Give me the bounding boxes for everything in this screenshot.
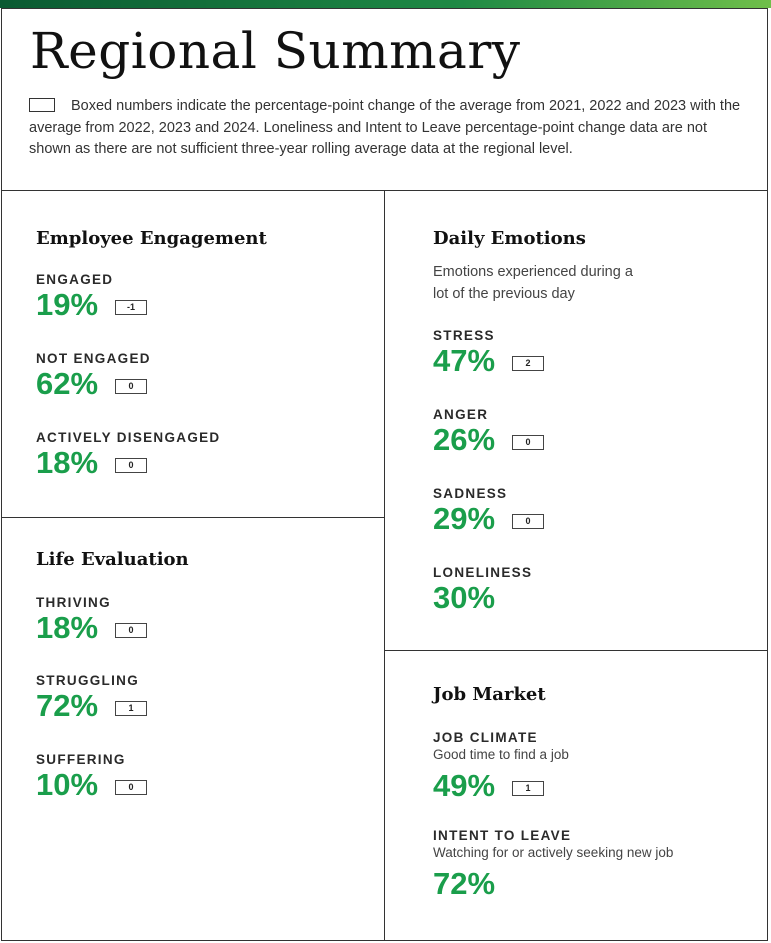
metric-actively-disengaged: ACTIVELY DISENGAGED 18% 0 (36, 430, 221, 481)
life-evaluation-section: Life Evaluation THRIVING 18% 0 STRUGGLING… (36, 549, 189, 802)
metric-intent-to-leave: INTENT TO LEAVE Watching for or actively… (433, 828, 673, 902)
metric-suffering: SUFFERING 10% 0 (36, 752, 148, 803)
metric-value: 18% (36, 610, 99, 645)
metric-label: ANGER (433, 407, 489, 422)
top-accent-bar (0, 0, 771, 8)
metric-value: 30% (433, 580, 496, 615)
section-title: Employee Engagement (36, 228, 267, 249)
metric-value: 72% (36, 688, 99, 723)
metric-struggling: STRUGGLING 72% 1 (36, 673, 148, 724)
right-section-divider (384, 650, 768, 651)
change-badge: 0 (115, 378, 148, 394)
metric-label: JOB CLIMATE (433, 730, 538, 745)
employee-engagement-section: Employee Engagement ENGAGED 19% -1 NOT EN… (36, 228, 267, 480)
metric-label: STRUGGLING (36, 673, 139, 688)
metric-label: STRESS (433, 328, 495, 343)
metric-value: 29% (433, 501, 496, 536)
metric-value: 10% (36, 767, 99, 802)
metric-thriving: THRIVING 18% 0 (36, 595, 148, 646)
metric-value: 19% (36, 287, 99, 322)
change-badge: 1 (512, 780, 545, 796)
metric-label: SADNESS (433, 486, 508, 501)
section-title: Job Market (433, 684, 546, 705)
metric-sadness: SADNESS 29% 0 (433, 486, 545, 537)
section-title: Life Evaluation (36, 549, 189, 570)
metric-label: THRIVING (36, 595, 111, 610)
change-badge: -1 (115, 299, 148, 315)
metric-description: Watching for or actively seeking new job (433, 845, 674, 860)
change-badge: 0 (512, 434, 545, 450)
metric-label: NOT ENGAGED (36, 351, 151, 366)
job-market-section: Job Market JOB CLIMATE Good time to find… (433, 684, 673, 901)
section-subtitle: Emotions experienced during a lot of the… (433, 264, 633, 302)
change-badge: 0 (115, 779, 148, 795)
metric-loneliness: LONELINESS 30% (433, 565, 532, 616)
metric-value: 18% (36, 445, 99, 480)
metric-value: 47% (433, 343, 496, 378)
metric-label: ACTIVELY DISENGAGED (36, 430, 221, 445)
daily-emotions-section: Daily Emotions Emotions experienced duri… (433, 228, 633, 615)
metric-label: LONELINESS (433, 565, 533, 580)
page-title: Regional Summary (30, 22, 521, 80)
change-badge: 0 (115, 622, 148, 638)
metric-job-climate: JOB CLIMATE Good time to find a job 49% 1 (433, 730, 569, 804)
metric-value: 72% (433, 866, 496, 901)
metric-label: INTENT TO LEAVE (433, 828, 572, 843)
change-badge: 0 (512, 513, 545, 529)
change-badge: 0 (115, 457, 148, 473)
metric-value: 62% (36, 366, 99, 401)
legend-box-icon (29, 98, 55, 112)
metric-value: 49% (433, 768, 496, 803)
metric-description: Good time to find a job (433, 747, 569, 762)
left-section-divider (1, 517, 385, 518)
metric-not-engaged: NOT ENGAGED 62% 0 (36, 351, 151, 402)
metric-label: ENGAGED (36, 272, 114, 287)
change-badge: 1 (115, 700, 148, 716)
methodology-note: Boxed numbers indicate the percentage-po… (29, 98, 741, 157)
metric-stress: STRESS 47% 2 (433, 328, 545, 379)
metric-anger: ANGER 26% 0 (433, 407, 545, 458)
metric-engaged: ENGAGED 19% -1 (36, 272, 148, 323)
section-title: Daily Emotions (433, 228, 586, 249)
column-divider (384, 190, 385, 941)
change-badge: 2 (512, 355, 545, 371)
metric-label: SUFFERING (36, 752, 126, 767)
metric-value: 26% (433, 422, 496, 457)
